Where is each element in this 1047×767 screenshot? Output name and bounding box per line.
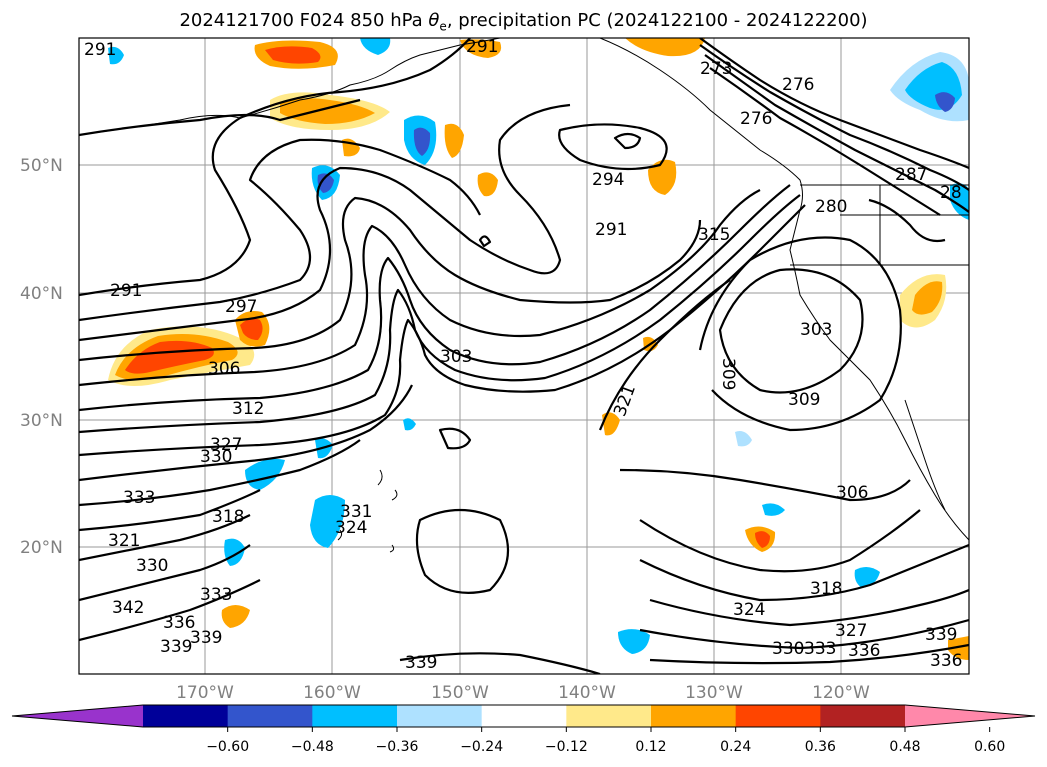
contour-label: 330 — [136, 556, 168, 576]
contour-label: 297 — [225, 297, 257, 317]
colorbar-cells — [143, 705, 906, 727]
colorbar-ticks: −0.60 −0.48 −0.36 −0.24 −0.12 0.12 0.24 0.36 0.4… — [206, 727, 1005, 755]
contour-label: 324 — [335, 518, 367, 538]
colorbar-extend-right — [905, 705, 1035, 727]
contour-label: 291 — [466, 37, 498, 57]
latitude-labels: 50°N 40°N 30°N 20°N — [20, 156, 63, 558]
contour-label: 330 — [772, 639, 804, 659]
contour-label: 327 — [835, 621, 867, 641]
longitude-labels: 170°W 160°W 150°W 140°W 130°W 120°W — [176, 683, 870, 703]
lon-label: 140°W — [558, 683, 616, 703]
contour-label: 306 — [836, 483, 868, 503]
contour-label: 333 — [804, 639, 836, 659]
contour-label: 315 — [698, 225, 730, 245]
colorbar-extend-left — [12, 705, 143, 727]
colorbar-tick-label: 0.48 — [889, 739, 920, 755]
colorbar-tick-label: −0.48 — [291, 739, 334, 755]
colorbar-tick-label: 0.12 — [635, 739, 666, 755]
contour-label: 333 — [200, 585, 232, 605]
lon-label: 120°W — [812, 683, 870, 703]
contour-label: 312 — [232, 399, 264, 419]
colorbar-tick-label: −0.60 — [206, 739, 249, 755]
colorbar-cell — [651, 705, 736, 727]
contour-label: 280 — [815, 197, 847, 217]
contour-label: 330 — [200, 447, 232, 467]
contour-label: 291 — [595, 220, 627, 240]
contour-label: 336 — [930, 651, 962, 671]
lat-label: 50°N — [20, 156, 63, 176]
contour-label: 333 — [123, 488, 155, 508]
contour-label: 309 — [788, 390, 820, 410]
lon-label: 150°W — [431, 683, 489, 703]
colorbar-cell — [566, 705, 651, 727]
colorbar-tick-label: −0.36 — [376, 739, 419, 755]
colorbar-cell — [397, 705, 482, 727]
colorbar-cell — [143, 705, 228, 727]
colorbar-tick-label: 0.24 — [720, 739, 751, 755]
contour-label: 306 — [208, 359, 240, 379]
colorbar-tick-label: 0.36 — [805, 739, 836, 755]
lat-label: 20°N — [20, 538, 63, 558]
colorbar-cell — [820, 705, 905, 727]
colorbar-tick-label: 0.60 — [974, 739, 1005, 755]
contour-label: 342 — [112, 598, 144, 618]
lat-label: 30°N — [20, 411, 63, 431]
contour-label: 291 — [84, 40, 116, 60]
contour-label: 339 — [925, 625, 957, 645]
lon-label: 170°W — [176, 683, 234, 703]
lat-label: 40°N — [20, 284, 63, 304]
lon-label: 130°W — [685, 683, 743, 703]
colorbar-tick-label: −0.24 — [460, 739, 503, 755]
contour-label: 318 — [212, 507, 244, 527]
colorbar: −0.60 −0.48 −0.36 −0.24 −0.12 0.12 0.24 0.36 0.4… — [12, 705, 1035, 755]
contour-label: 339 — [160, 637, 192, 657]
colorbar-cell — [736, 705, 821, 727]
contour-label: 303 — [800, 320, 832, 340]
contour-label: 291 — [110, 281, 142, 301]
contour-label: 303 — [440, 347, 472, 367]
contour-label: 339 — [405, 653, 437, 673]
contour-label: 318 — [810, 579, 842, 599]
contour-label: 287 — [895, 165, 927, 185]
colorbar-cell — [312, 705, 397, 727]
contour-label: 321 — [108, 531, 140, 551]
contour-label: 276 — [782, 75, 814, 95]
lon-label: 160°W — [303, 683, 361, 703]
contour-label: 336 — [848, 641, 880, 661]
contour-label: 294 — [592, 170, 624, 190]
contour-label: 324 — [733, 600, 765, 620]
contour-label: 276 — [740, 109, 772, 129]
colorbar-tick-label: −0.12 — [545, 739, 588, 755]
contour-label: 273 — [700, 59, 732, 79]
colorbar-cell — [482, 705, 567, 727]
contour-label: 309 — [718, 358, 738, 390]
contour-label: 28 — [940, 183, 962, 203]
contour-label: 339 — [190, 628, 222, 648]
colorbar-cell — [228, 705, 313, 727]
